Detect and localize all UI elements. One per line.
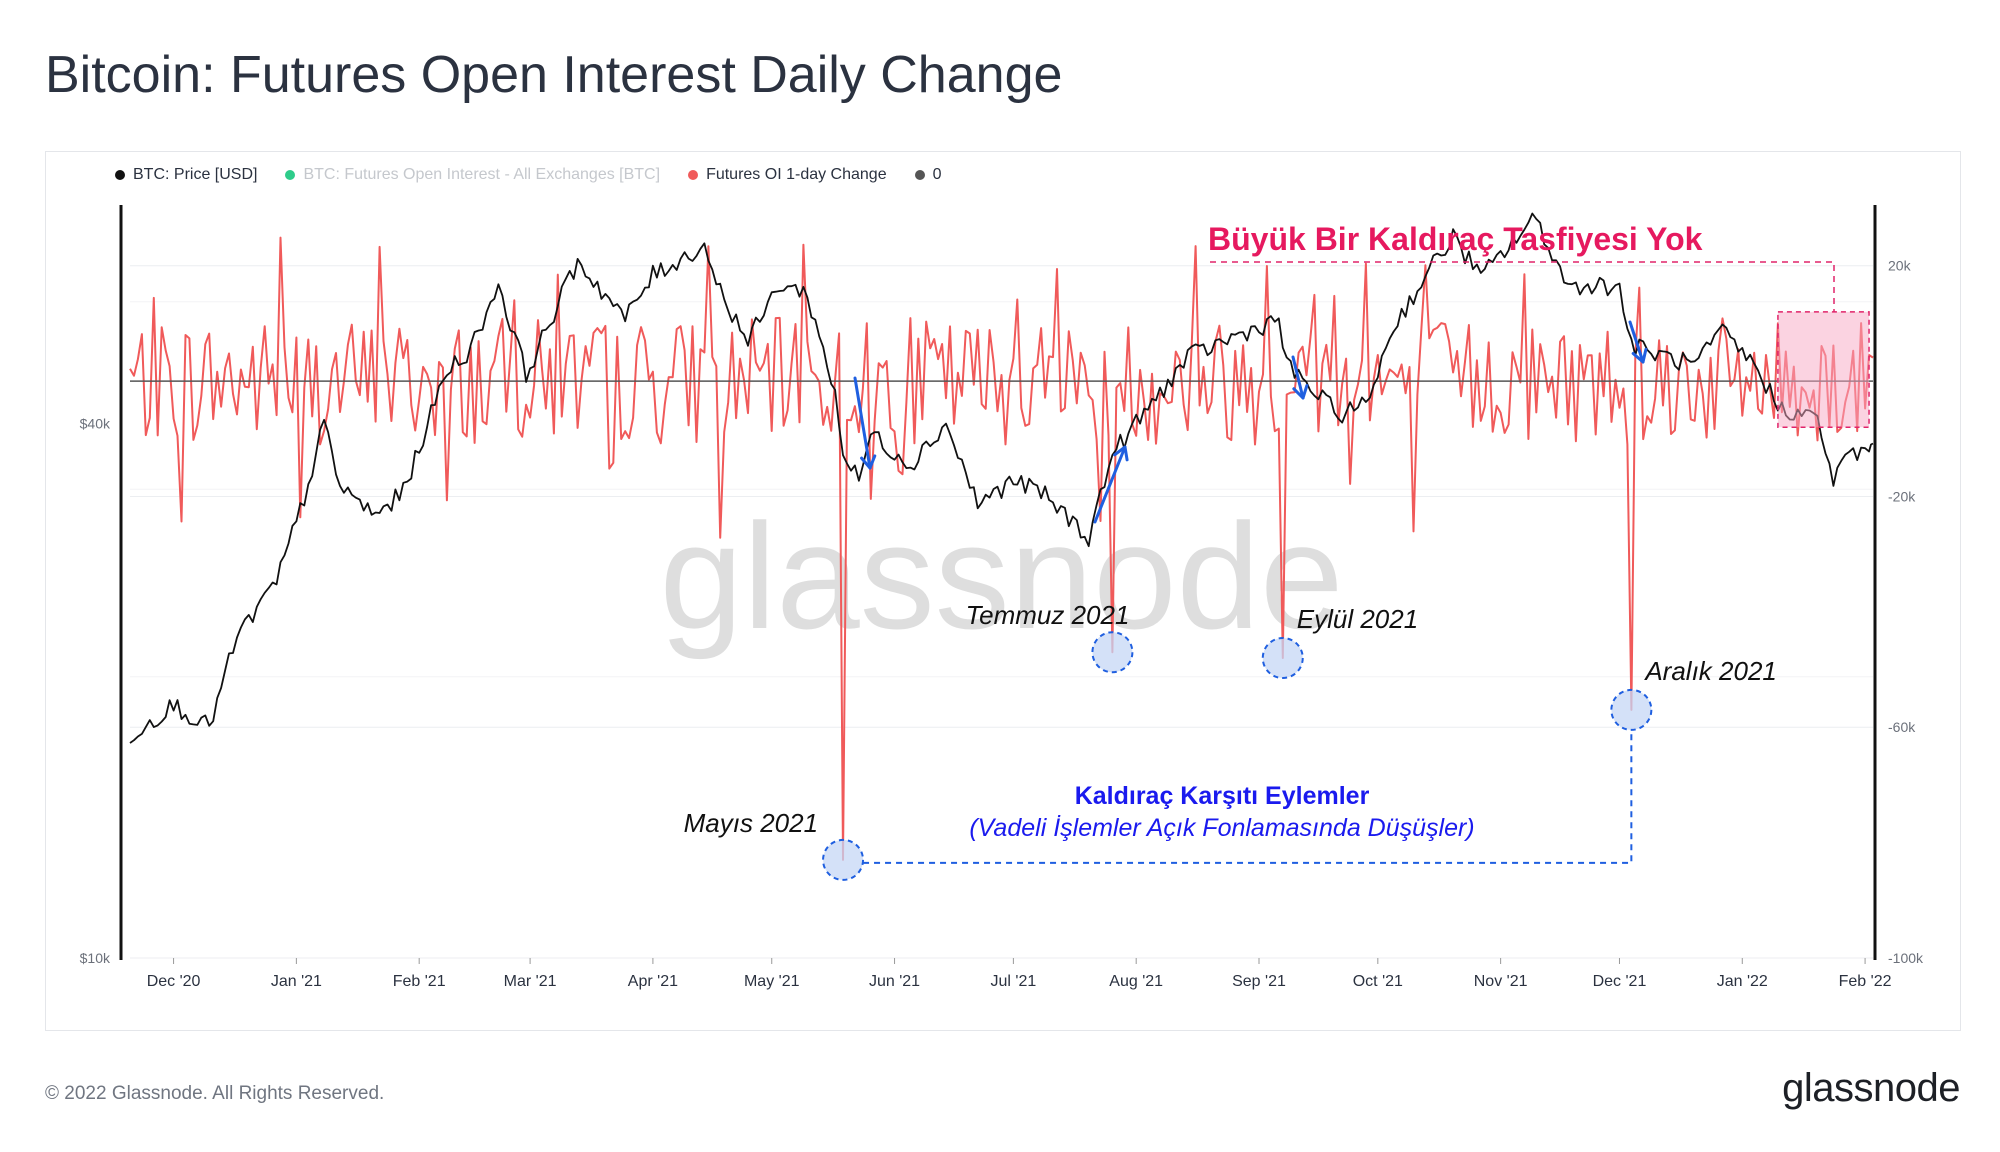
trend-arrow bbox=[1291, 355, 1305, 400]
legend-item-oi-change[interactable]: Futures OI 1-day Change bbox=[688, 166, 887, 184]
y-tick-label-left: $40k bbox=[80, 416, 111, 432]
x-tick-label: Nov '21 bbox=[1474, 973, 1528, 990]
legend-label: BTC: Price [USD] bbox=[133, 166, 258, 183]
page-title: Bitcoin: Futures Open Interest Daily Cha… bbox=[45, 46, 1063, 104]
legend-item-futures-open-interest[interactable]: BTC: Futures Open Interest - All Exchang… bbox=[285, 166, 660, 184]
event-connector bbox=[863, 729, 1633, 864]
x-tick-label: Jul '21 bbox=[991, 973, 1037, 990]
trend-arrow bbox=[1093, 445, 1127, 524]
x-tick-label: Mar '21 bbox=[504, 973, 557, 990]
chart-frame bbox=[45, 151, 1961, 1031]
x-tick-label: Jan '22 bbox=[1717, 973, 1768, 990]
legend-item-btc-price[interactable]: BTC: Price [USD] bbox=[115, 166, 257, 184]
x-tick-label: Sep '21 bbox=[1232, 973, 1286, 990]
legend-item-zero-line[interactable]: 0 bbox=[914, 166, 942, 184]
trend-arrow bbox=[853, 376, 872, 470]
x-tick-label: Oct '21 bbox=[1353, 973, 1403, 990]
event-label: Eylül 2021 bbox=[1297, 604, 1418, 634]
oi-change-line bbox=[129, 236, 1874, 861]
copyright: © 2022 Glassnode. All Rights Reserved. bbox=[45, 1083, 385, 1104]
event-label: Temmuz 2021 bbox=[966, 600, 1130, 630]
group-title: Kaldıraç Karşıtı Eylemler bbox=[1075, 782, 1370, 810]
legend-dot-icon bbox=[688, 170, 699, 180]
y-tick-label-right: -60k bbox=[1888, 719, 1916, 735]
legend-dot-icon bbox=[285, 170, 296, 180]
y-tick-label-right: 20k bbox=[1888, 258, 1912, 274]
trend-arrow-head bbox=[1292, 384, 1309, 400]
legend-dot-icon bbox=[115, 170, 125, 180]
chart-legend: BTC: Price [USD] BTC: Futures Open Inter… bbox=[115, 166, 942, 184]
event-marker bbox=[1261, 637, 1304, 679]
trend-arrow-head bbox=[1631, 347, 1648, 364]
btc-price-line bbox=[129, 212, 1874, 744]
x-tick-label: Apr '21 bbox=[628, 973, 678, 990]
event-marker bbox=[1610, 688, 1653, 731]
x-tick-label: Dec '21 bbox=[1593, 973, 1647, 990]
legend-label: BTC: Futures Open Interest - All Exchang… bbox=[303, 166, 661, 183]
no-liquidation-highlight bbox=[1777, 311, 1870, 428]
event-label: Mayıs 2021 bbox=[684, 808, 818, 838]
x-tick-label: Feb '21 bbox=[393, 973, 446, 990]
group-subtitle: (Vadeli İşlemler Açık Fonlamasında Düşüş… bbox=[969, 814, 1474, 842]
x-tick-label: May '21 bbox=[744, 973, 800, 990]
event-label: Aralık 2021 bbox=[1643, 656, 1777, 686]
legend-label: 0 bbox=[932, 166, 942, 183]
no-liquidation-label: Büyük Bir Kaldıraç Tasfiyesi Yok bbox=[1208, 221, 1703, 257]
y-tick-label-right: -100k bbox=[1888, 950, 1924, 966]
x-tick-label: Feb '22 bbox=[1839, 973, 1892, 990]
y-tick-label-right: -20k bbox=[1888, 488, 1916, 504]
watermark: glassnode bbox=[660, 492, 1344, 660]
x-tick-label: Jan '21 bbox=[271, 973, 322, 990]
event-marker bbox=[1091, 631, 1134, 674]
trend-arrow-head bbox=[1113, 445, 1129, 462]
trend-arrow-head bbox=[860, 454, 877, 470]
legend-dot-icon bbox=[914, 170, 925, 180]
x-tick-label: Jun '21 bbox=[869, 973, 920, 990]
legend-label: Futures OI 1-day Change bbox=[706, 166, 887, 183]
event-marker bbox=[822, 838, 865, 881]
y-tick-label-left: $10k bbox=[80, 950, 111, 966]
no-liquidation-leader bbox=[1210, 261, 1835, 312]
brand-logo: glassnode bbox=[1782, 1066, 1960, 1110]
x-tick-label: Dec '20 bbox=[147, 973, 201, 990]
trend-arrow bbox=[1628, 320, 1645, 364]
x-tick-label: Aug '21 bbox=[1109, 973, 1163, 990]
